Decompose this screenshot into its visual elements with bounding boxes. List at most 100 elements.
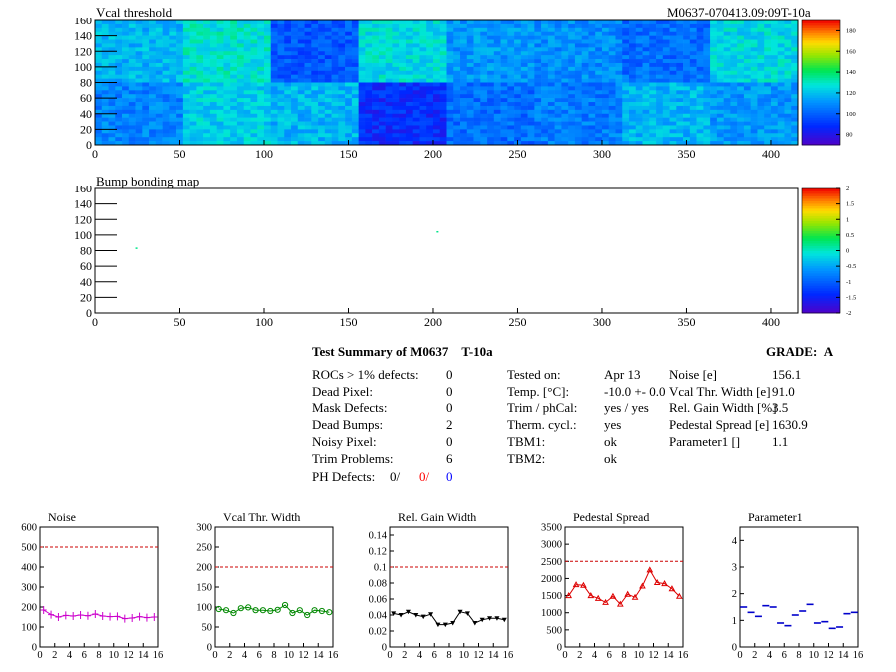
heatmap-cell [351, 27, 359, 33]
heatmap-cell [439, 137, 447, 142]
color-scale-band [802, 245, 840, 249]
heatmap-cell [405, 23, 414, 29]
heatmap-cell [473, 23, 481, 29]
heatmap-cell [737, 59, 745, 64]
heatmap-cell [629, 141, 637, 146]
heatmap-cell [446, 94, 454, 99]
heatmap-cell [426, 31, 434, 36]
heatmap-cell [446, 90, 454, 95]
heatmap-cell [405, 78, 414, 83]
color-scale-band [802, 255, 840, 259]
heatmap-cell [257, 90, 265, 95]
heatmap-cell [311, 74, 319, 79]
heatmap-cell [412, 105, 420, 111]
heatmap-cell [737, 117, 745, 122]
heatmap-cell [683, 94, 691, 99]
heatmap-cell [209, 141, 217, 146]
heatmap-cell [493, 109, 501, 115]
heatmap-cell [392, 27, 400, 33]
heatmap-cell [574, 102, 582, 107]
y-tick-label: 200 [21, 603, 37, 614]
heatmap-cell [791, 70, 799, 75]
heatmap-cell [703, 31, 711, 36]
heatmap-cell [372, 66, 380, 72]
x-tick-label: 2 [52, 650, 57, 661]
heatmap-cell [568, 35, 576, 40]
x-tick-label: 0 [92, 147, 98, 160]
heatmap-cell [683, 113, 691, 118]
heatmap-cell [507, 113, 515, 118]
color-scale-band [802, 77, 840, 81]
heatmap-cell [419, 133, 427, 138]
heatmap-cell [284, 74, 292, 79]
heatmap-cell [493, 105, 501, 111]
heatmap-cell [547, 35, 555, 40]
heatmap-cell [399, 74, 407, 79]
result-value: 91.0 [772, 383, 795, 399]
heatmap-cell [784, 105, 792, 111]
heatmap-cell [710, 47, 718, 52]
y-tick-label: 2 [732, 589, 737, 600]
x-tick-label: 50 [173, 315, 185, 328]
heatmap-cell [716, 133, 724, 138]
heatmap-cell [466, 141, 474, 146]
heatmap-cell [764, 86, 772, 91]
heatmap-cell [291, 27, 299, 33]
heatmap-cell [750, 74, 758, 79]
heatmap-cell [236, 23, 245, 29]
heatmap-cell [243, 86, 251, 91]
heatmap-cell [791, 35, 799, 40]
heatmap-cell [568, 43, 576, 48]
result-value: 156.1 [772, 367, 802, 382]
heatmap-cell [142, 59, 150, 64]
heatmap-cell [716, 51, 724, 56]
heatmap-cell [527, 133, 535, 138]
heatmap-cell [784, 39, 792, 44]
x-tick-label: 16 [153, 650, 164, 661]
heatmap-cell [642, 35, 650, 40]
heatmap-cell [304, 70, 312, 75]
heatmap-cell [405, 51, 414, 56]
heatmap-cell [101, 102, 109, 107]
heatmap-cell [541, 82, 549, 87]
data-point [281, 601, 289, 609]
heatmap-cell [737, 121, 745, 126]
heatmap-cell [270, 94, 278, 99]
heatmap-cell [723, 20, 731, 25]
heatmap-cell [554, 51, 562, 56]
heatmap-cell [777, 70, 785, 75]
heatmap-cell [196, 86, 204, 91]
chart-title: Rel. Gain Width [398, 510, 476, 524]
heatmap-cell [101, 51, 109, 56]
heatmap-cell [743, 59, 751, 64]
heatmap-cell [574, 70, 582, 75]
heatmap-cell [493, 133, 501, 138]
heatmap-cell [750, 55, 758, 60]
x-tick-label: 2 [752, 650, 757, 661]
heatmap-cell [324, 74, 332, 79]
heatmap-cell [182, 66, 190, 72]
data-point [84, 611, 91, 620]
heatmap-cell [473, 121, 481, 126]
heatmap-cell [432, 70, 441, 75]
heatmap-cell [230, 137, 238, 142]
heatmap-cell [622, 27, 630, 33]
heatmap-cell [466, 133, 474, 138]
heatmap-cell [561, 35, 569, 40]
heatmap-cell [568, 129, 576, 134]
heatmap-cell [473, 113, 481, 118]
heatmap-cell [777, 141, 785, 146]
data-point [580, 581, 587, 588]
heatmap-cell [236, 43, 245, 48]
heatmap-cell [696, 31, 704, 36]
heatmap-cell [574, 90, 582, 95]
color-scale-band [802, 293, 840, 296]
heatmap-cell [757, 109, 765, 115]
heatmap-cell [453, 59, 461, 64]
heatmap-cell [311, 23, 319, 29]
heatmap-cell [520, 43, 528, 48]
heatmap-cell [622, 94, 630, 99]
heatmap-cell [297, 141, 305, 146]
heatmap-cell [162, 98, 170, 103]
heatmap-cell [209, 113, 217, 118]
